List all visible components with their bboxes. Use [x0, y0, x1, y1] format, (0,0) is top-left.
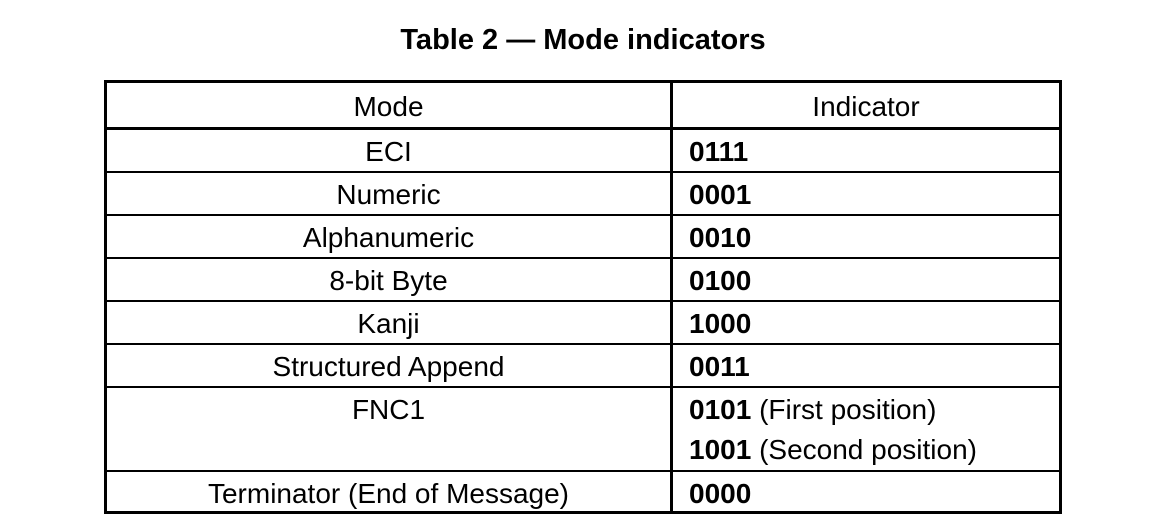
- table-row: Kanji 1000: [107, 302, 1059, 345]
- indicator-code: 0111: [689, 136, 749, 167]
- mode-indicators-table: Mode Indicator ECI 0111 Numeric 0001 Alp…: [104, 80, 1062, 514]
- table-header-row: Mode Indicator: [107, 83, 1059, 130]
- indicator-cell: 0101 (First position) 1001 (Second posit…: [673, 388, 1059, 470]
- indicator-cell: 0111: [673, 130, 1059, 171]
- indicator-code: 0010: [689, 222, 752, 253]
- indicator-line: 0101 (First position): [689, 390, 1059, 430]
- indicator-code: 1001: [689, 434, 752, 465]
- header-indicator: Indicator: [812, 91, 920, 122]
- table-row: Structured Append 0011: [107, 345, 1059, 388]
- table-row: Numeric 0001: [107, 173, 1059, 216]
- indicator-cell: 0100: [673, 259, 1059, 300]
- indicator-cell: 0000: [673, 472, 1059, 514]
- table-row: 8-bit Byte 0100: [107, 259, 1059, 302]
- mode-cell: Numeric: [107, 173, 673, 214]
- table-row: FNC1 0101 (First position) 1001 (Second …: [107, 388, 1059, 472]
- mode-cell: Kanji: [107, 302, 673, 343]
- mode-cell: Alphanumeric: [107, 216, 673, 257]
- indicator-code: 1000: [689, 308, 752, 339]
- table-row: Alphanumeric 0010: [107, 216, 1059, 259]
- indicator-cell: 0010: [673, 216, 1059, 257]
- table-row: ECI 0111: [107, 130, 1059, 173]
- indicator-cell: 0001: [673, 173, 1059, 214]
- indicator-code: 0001: [689, 179, 752, 210]
- indicator-code: 0100: [689, 265, 752, 296]
- indicator-code: 0011: [689, 351, 750, 382]
- mode-cell: ECI: [107, 130, 673, 171]
- indicator-code: 0101: [689, 394, 752, 425]
- indicator-cell: 1000: [673, 302, 1059, 343]
- table-caption: Table 2 — Mode indicators: [400, 24, 766, 56]
- indicator-note: (First position): [759, 394, 937, 425]
- header-mode: Mode: [107, 83, 673, 127]
- mode-cell: 8-bit Byte: [107, 259, 673, 300]
- mode-cell: Structured Append: [107, 345, 673, 386]
- indicator-note: (Second position): [759, 434, 977, 465]
- indicator-code: 0000: [689, 478, 752, 509]
- mode-cell: FNC1: [107, 388, 673, 470]
- indicator-cell: 0011: [673, 345, 1059, 386]
- table-row: Terminator (End of Message) 0000: [107, 472, 1059, 514]
- mode-cell: Terminator (End of Message): [107, 472, 673, 514]
- indicator-line: 1001 (Second position): [689, 430, 1059, 470]
